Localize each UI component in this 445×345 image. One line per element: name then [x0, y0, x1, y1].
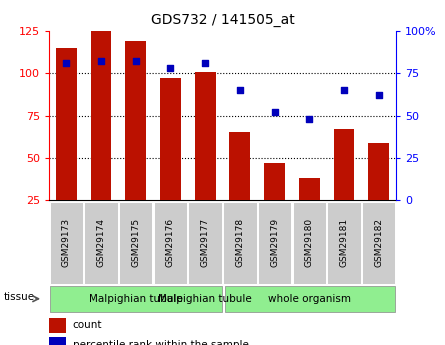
Bar	[230, 132, 250, 200]
Bar	[49, 337, 65, 345]
Text: GSM29180: GSM29180	[305, 218, 314, 267]
Bar	[334, 129, 354, 200]
Bar	[50, 202, 83, 284]
Bar	[368, 142, 389, 200]
Bar	[195, 72, 215, 200]
Text: GSM29177: GSM29177	[201, 218, 210, 267]
Text: count: count	[73, 321, 102, 331]
Bar	[225, 286, 395, 312]
Title: GDS732 / 141505_at: GDS732 / 141505_at	[150, 13, 295, 27]
Text: GSM29176: GSM29176	[166, 218, 175, 267]
Point	[202, 60, 209, 66]
Bar	[258, 202, 291, 284]
Bar	[362, 202, 395, 284]
Bar	[160, 78, 181, 200]
Point	[375, 92, 382, 98]
Point	[132, 59, 139, 64]
Text: GSM29181: GSM29181	[340, 218, 348, 267]
Point	[63, 60, 70, 66]
Text: GSM29173: GSM29173	[62, 218, 71, 267]
Bar	[125, 41, 146, 200]
Bar	[299, 178, 320, 200]
Text: Malpighian tubule: Malpighian tubule	[89, 294, 182, 304]
Point	[340, 87, 348, 93]
Bar	[328, 202, 360, 284]
Point	[306, 116, 313, 122]
Point	[236, 87, 243, 93]
Text: GSM29179: GSM29179	[270, 218, 279, 267]
Point	[271, 109, 278, 115]
Bar	[49, 317, 65, 333]
Text: tissue: tissue	[4, 292, 35, 302]
Bar	[85, 202, 117, 284]
Bar	[56, 48, 77, 200]
Bar	[119, 202, 152, 284]
Bar	[50, 286, 222, 312]
Bar	[154, 202, 187, 284]
Text: GSM29174: GSM29174	[97, 218, 105, 267]
Point	[167, 66, 174, 71]
Point	[97, 59, 105, 64]
Text: whole organism: whole organism	[268, 294, 352, 304]
Text: Malpighian tubule: Malpighian tubule	[158, 294, 252, 304]
Bar	[223, 202, 256, 284]
Bar	[264, 163, 285, 200]
Text: percentile rank within the sample: percentile rank within the sample	[73, 340, 248, 345]
Bar	[189, 202, 222, 284]
Text: GSM29178: GSM29178	[235, 218, 244, 267]
Text: GSM29175: GSM29175	[131, 218, 140, 267]
Text: GSM29182: GSM29182	[374, 218, 383, 267]
Bar	[91, 29, 111, 200]
Bar	[293, 202, 326, 284]
